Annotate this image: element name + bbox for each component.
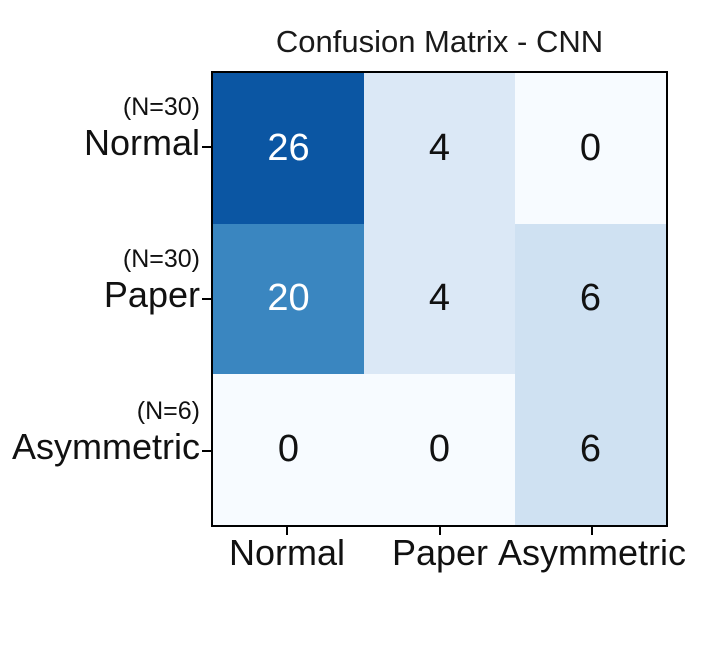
x-axis-label-asymmetric: Asymmetric <box>498 532 686 573</box>
cell-normal-normal: 26 <box>213 73 364 224</box>
y-label-text: Normal <box>83 122 200 163</box>
y-axis-label-asymmetric: (N=6) Asymmetric <box>0 396 200 468</box>
y-axis-label-normal: (N=30) Normal <box>0 92 200 164</box>
y-tick-mark <box>202 450 211 452</box>
cell-normal-asymmetric: 0 <box>515 73 666 224</box>
y-label-text: Paper <box>103 274 200 315</box>
heatmap-plot-area: 26 4 0 20 4 6 0 0 6 <box>211 71 668 527</box>
x-axis-label-paper: Paper <box>391 532 489 573</box>
y-axis-label-paper: (N=30) Paper <box>0 244 200 316</box>
y-label-count: (N=30) <box>122 245 200 273</box>
cell-paper-paper: 4 <box>364 223 515 375</box>
cell-asymmetric-asymmetric: 6 <box>515 374 666 525</box>
cell-paper-normal: 20 <box>213 223 364 375</box>
y-label-count: (N=30) <box>122 93 200 121</box>
x-tick-mark <box>591 526 593 535</box>
cell-asymmetric-normal: 0 <box>213 374 364 525</box>
y-tick-mark <box>202 298 211 300</box>
x-tick-mark <box>439 526 441 535</box>
y-label-text: Asymmetric <box>12 426 200 467</box>
x-axis-label-normal: Normal <box>228 532 345 573</box>
y-tick-mark <box>202 146 211 148</box>
cell-paper-asymmetric: 6 <box>515 223 666 375</box>
cell-normal-paper: 4 <box>364 73 515 224</box>
chart-title: Confusion Matrix - CNN <box>275 24 604 59</box>
x-tick-mark <box>286 526 288 535</box>
y-label-count: (N=6) <box>136 397 200 425</box>
cell-asymmetric-paper: 0 <box>364 374 515 525</box>
